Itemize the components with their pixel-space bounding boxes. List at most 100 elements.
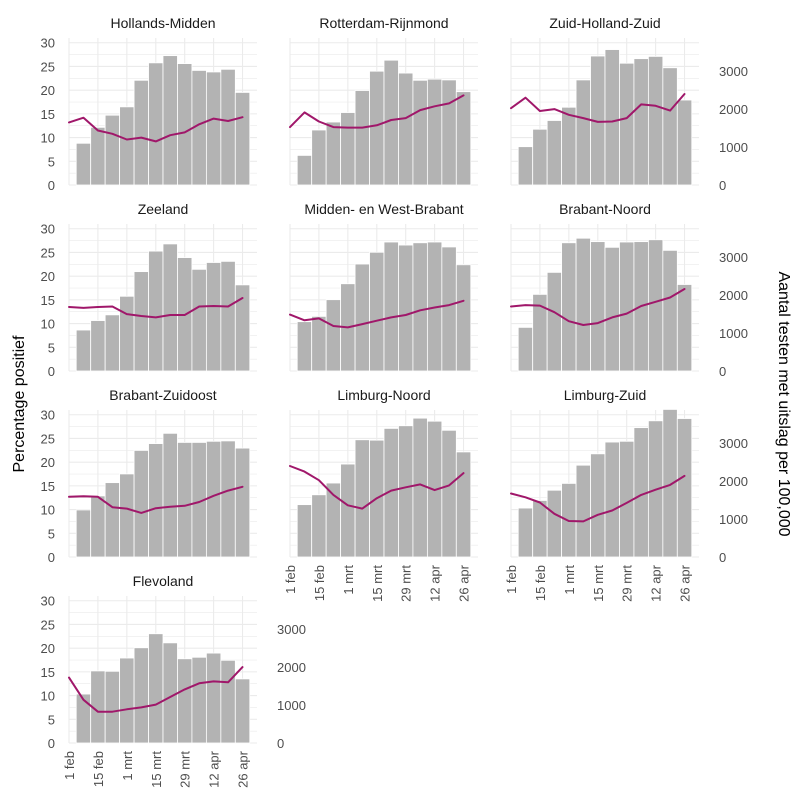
bar (412, 417, 428, 558)
positivity-line (68, 485, 244, 514)
y-tick-label: 5 (48, 340, 55, 355)
facet-title: Rotterdam-Rijnmond (319, 15, 448, 31)
positivity-line (289, 299, 465, 329)
bar (532, 128, 548, 186)
bar (398, 244, 414, 372)
bar (311, 129, 327, 186)
facet-title: Midden- en West-Brabant (304, 201, 463, 217)
bar (220, 68, 236, 186)
facet-title: Hollands-Midden (110, 15, 215, 31)
bar (148, 443, 164, 558)
bar (133, 450, 149, 558)
bar (398, 425, 414, 558)
x-tick-label: 15 feb (312, 565, 327, 601)
y-tick-label: 0 (48, 550, 55, 565)
facet-panel: Brabant-Noord 0 1000 2000 3000 (510, 201, 748, 379)
bar (75, 329, 92, 372)
bar (546, 120, 563, 186)
y-tick-label: 5 (48, 526, 55, 541)
bar (104, 114, 121, 186)
facet-panel: Limburg-Zuid 0 1000 2000 3000 1 feb 15 feb 1 mr… (504, 387, 748, 602)
bar (162, 243, 178, 372)
bar (119, 295, 135, 372)
bar (191, 268, 207, 372)
bar (662, 67, 678, 186)
y-tick-label: 0 (48, 178, 55, 193)
positivity-line (68, 666, 244, 713)
bar (517, 507, 534, 558)
y2-tick-label: 2000 (277, 660, 306, 675)
x-tick-label: 26 apr (678, 564, 693, 602)
y2-tick-label: 2000 (719, 474, 748, 489)
bar (455, 91, 472, 186)
bar (104, 482, 121, 558)
x-tick-label: 1 feb (62, 751, 77, 780)
bar (532, 500, 548, 558)
bar (162, 642, 178, 744)
y2-tick-label: 3000 (277, 622, 306, 637)
y-tick-label: 20 (41, 83, 55, 98)
bar (148, 250, 164, 372)
x-tick-label: 15 mrt (149, 751, 164, 788)
positivity-line (289, 465, 465, 510)
bar (205, 262, 222, 372)
bar (662, 409, 678, 558)
facet-panel: Rotterdam-Rijnmond (289, 15, 478, 186)
bar (148, 62, 164, 186)
x-tick-label: 12 apr (649, 564, 664, 602)
bar (90, 495, 106, 558)
x-tick-label: 12 apr (428, 564, 443, 602)
bar (220, 659, 236, 744)
bar (590, 241, 606, 372)
facet-title: Flevoland (133, 573, 194, 589)
facet-panel: Midden- en West-Brabant (289, 201, 478, 372)
bar (205, 652, 222, 744)
bar (369, 70, 385, 186)
bar (234, 284, 251, 372)
y2-tick-label: 2000 (719, 288, 748, 303)
bar (177, 442, 193, 558)
bar (104, 314, 121, 372)
x-tick-label: 15 feb (91, 751, 106, 787)
bar (296, 321, 313, 372)
y-tick-label: 25 (41, 617, 55, 632)
bar (412, 79, 428, 186)
bar (75, 142, 92, 186)
bar (633, 58, 649, 186)
y-tick-label: 0 (48, 736, 55, 751)
bar (517, 326, 534, 372)
bar (662, 249, 678, 372)
bar (220, 440, 236, 558)
bar (296, 504, 313, 558)
x-tick-label: 1 mrt (120, 751, 135, 781)
bar (354, 90, 370, 186)
bar (311, 494, 327, 558)
positivity-line (68, 116, 244, 143)
bar (575, 79, 591, 186)
bar (133, 647, 149, 744)
y-tick-label: 5 (48, 154, 55, 169)
y-tick-label: 25 (41, 431, 55, 446)
bar (133, 79, 149, 186)
y2-tick-label: 1000 (719, 140, 748, 155)
x-tick-label: 1 feb (504, 565, 519, 594)
bar (575, 464, 591, 558)
bar (177, 658, 193, 744)
facet-title: Zeeland (138, 201, 189, 217)
bar (90, 320, 106, 372)
bar (234, 678, 251, 744)
y2-tick-label: 3000 (719, 250, 748, 265)
bar (191, 656, 207, 744)
x-tick-label: 26 apr (236, 750, 251, 788)
bar (676, 418, 693, 558)
positivity-line (68, 297, 244, 319)
bar (369, 251, 385, 372)
bar (75, 693, 92, 744)
y-tick-label: 25 (41, 245, 55, 260)
y2-tick-label: 0 (719, 550, 726, 565)
bar (340, 463, 356, 558)
y-tick-label: 10 (41, 131, 55, 146)
facet-panels: Hollands-Midden 0 5 10 15 20 25 30 Rotterdam-Rij… (41, 15, 748, 788)
positivity-line (510, 93, 686, 123)
